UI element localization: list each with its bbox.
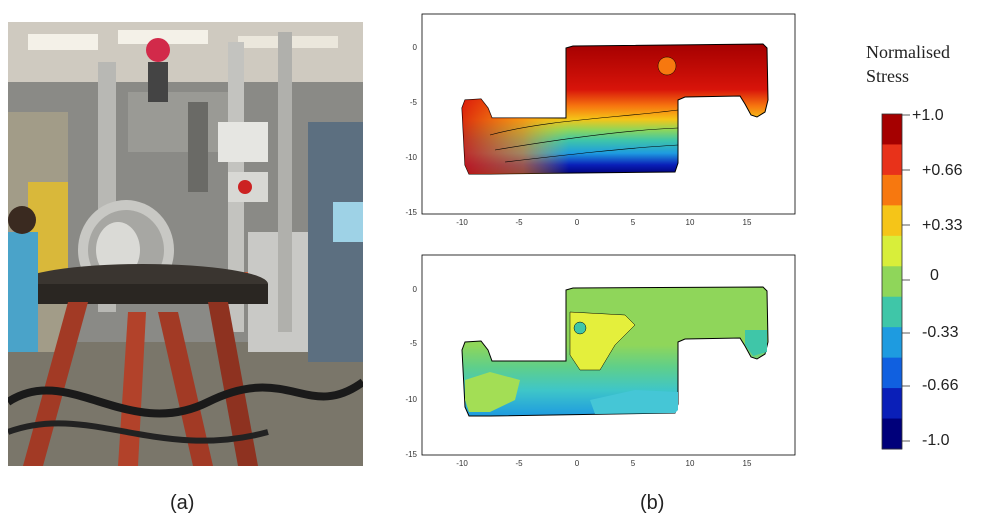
bottom-plot-x-ticks: -10 -5 0 5 10 15 xyxy=(456,459,752,468)
colorbar-tick: +0.33 xyxy=(922,217,963,234)
colorbar-tick: +1.0 xyxy=(912,107,944,124)
colorbar-title-line1: Normalised xyxy=(866,42,950,62)
x-tick: 15 xyxy=(743,459,752,468)
x-tick: 5 xyxy=(631,218,636,227)
x-tick: -10 xyxy=(456,459,468,468)
colorbar-band xyxy=(882,296,902,328)
colorbar-tick: -1.0 xyxy=(922,432,950,449)
colorbar-band xyxy=(882,388,902,420)
x-tick: -5 xyxy=(515,459,523,468)
colorbar-band xyxy=(882,174,902,206)
colorbar-tick: -0.33 xyxy=(922,324,959,341)
y-tick: 0 xyxy=(413,43,418,52)
x-tick: 5 xyxy=(631,459,636,468)
x-tick: -5 xyxy=(515,218,523,227)
colorbar-band xyxy=(882,205,902,237)
colorbar-title: Normalised Stress xyxy=(866,40,950,88)
colorbar-band xyxy=(882,266,902,298)
bottom-plot-y-ticks: 0 -5 -10 -15 xyxy=(405,285,417,459)
colorbar-tick: 0 xyxy=(930,267,939,284)
x-tick: 15 xyxy=(743,218,752,227)
colorbar-tick: +0.66 xyxy=(922,162,963,179)
top-plot-x-ticks: -10 -5 0 5 10 15 xyxy=(456,218,752,227)
y-tick: -15 xyxy=(405,450,417,459)
caption-a: (a) xyxy=(170,492,195,514)
y-tick: -15 xyxy=(405,208,417,217)
colorbar-bands xyxy=(882,114,902,450)
stress-colorbar: +1.0 +0.66 +0.33 0 -0.33 -0.66 -1.0 xyxy=(881,107,963,450)
experiment-photo xyxy=(8,22,363,466)
colorbar-band xyxy=(882,357,902,389)
y-tick: -5 xyxy=(410,98,418,107)
colorbar-title-line2: Stress xyxy=(866,66,910,86)
colorbar-tick-labels: +1.0 +0.66 +0.33 0 -0.33 -0.66 -1.0 xyxy=(912,107,963,449)
caption-b: (b) xyxy=(640,492,665,514)
colorbar-band xyxy=(882,144,902,176)
colorbar-tick: -0.66 xyxy=(922,377,959,394)
colorbar-band xyxy=(882,114,902,145)
y-tick: 0 xyxy=(413,285,418,294)
x-tick: 0 xyxy=(575,459,580,468)
y-tick: -10 xyxy=(405,395,417,404)
x-tick: -10 xyxy=(456,218,468,227)
y-tick: -5 xyxy=(410,339,418,348)
colorbar-band xyxy=(882,327,902,359)
top-plot-y-ticks: 0 -5 -10 -15 xyxy=(405,43,417,217)
contour-plots: 0 -5 -10 -15 -10 -5 0 5 10 15 0 -5 -10 -… xyxy=(405,13,796,468)
colorbar-band xyxy=(882,235,902,267)
x-tick: 0 xyxy=(575,218,580,227)
colorbar-band xyxy=(882,418,902,450)
x-tick: 10 xyxy=(686,459,695,468)
y-tick: -10 xyxy=(405,153,417,162)
top-contour-plot: 0 -5 -10 -15 -10 -5 0 5 10 15 xyxy=(405,13,796,227)
bottom-contour-plot: 0 -5 -10 -15 -10 -5 0 5 10 15 xyxy=(405,254,796,468)
x-tick: 10 xyxy=(686,218,695,227)
